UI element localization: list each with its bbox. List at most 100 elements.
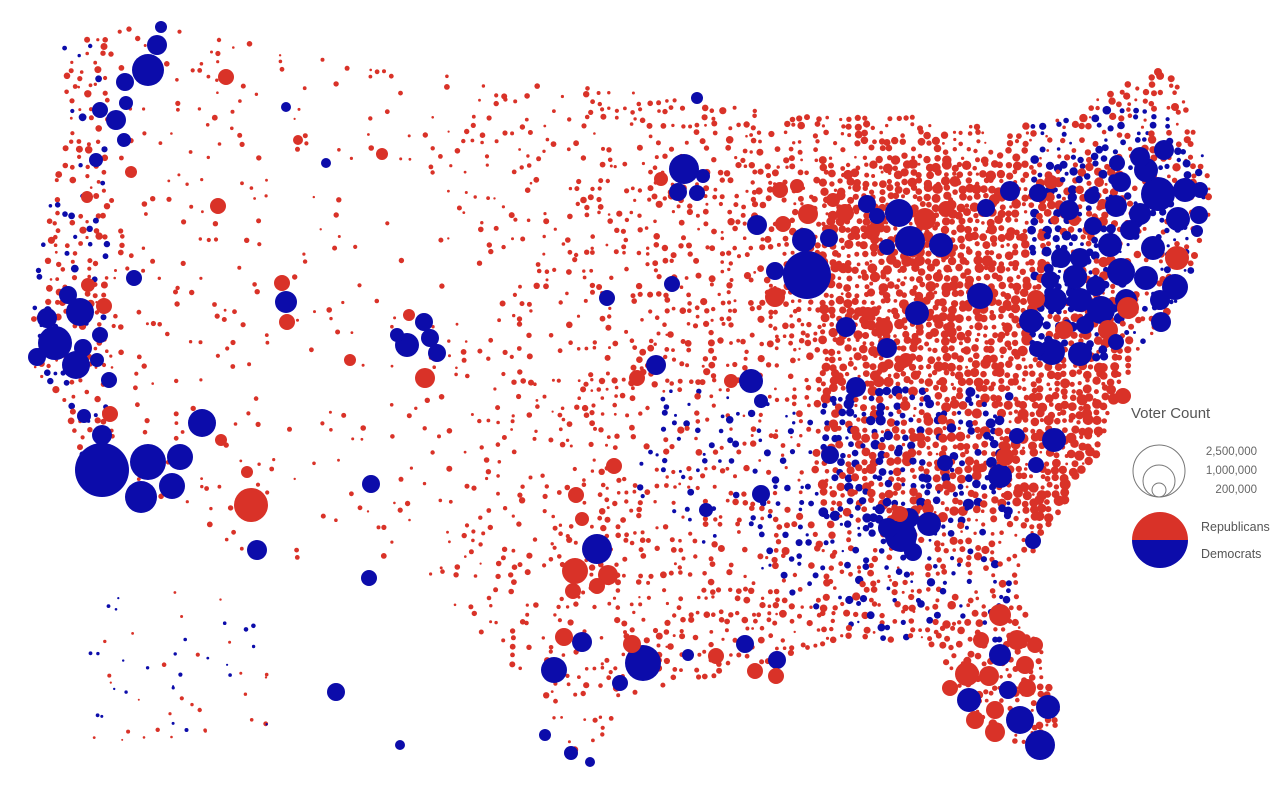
county-bubble-republican [868, 144, 875, 151]
county-bubble-republican [100, 281, 108, 289]
county-bubble-republican [997, 561, 1003, 567]
county-bubble-republican [789, 116, 796, 123]
county-bubble-democrat [687, 488, 695, 496]
county-bubble-republican [662, 322, 667, 328]
county-bubble-republican [599, 161, 606, 168]
county-bubble-republican [934, 319, 944, 329]
county-bubble-republican [861, 433, 871, 443]
county-bubble-republican [655, 200, 663, 208]
county-bubble-republican [1040, 485, 1045, 490]
county-bubble-republican [719, 107, 727, 115]
county-bubble-republican [1094, 441, 1101, 448]
county-bubble-republican [890, 155, 901, 165]
county-bubble-republican [199, 378, 203, 382]
county-bubble-republican [852, 347, 857, 352]
county-bubble-democrat [775, 501, 781, 506]
county-bubble-republican [174, 421, 179, 425]
county-bubble-republican [965, 537, 972, 545]
county-bubble-republican [957, 626, 965, 635]
county-bubble-republican [839, 117, 843, 122]
county-bubble-republican [670, 252, 677, 259]
county-bubble-republican [478, 629, 484, 635]
county-bubble-democrat [1141, 177, 1175, 211]
county-bubble-republican [526, 644, 532, 650]
county-bubble-republican [568, 524, 574, 529]
county-bubble-republican [553, 227, 557, 231]
county-bubble-republican [830, 507, 835, 512]
county-bubble-republican [979, 233, 987, 242]
county-bubble-republican [829, 636, 837, 644]
county-bubble-republican [1028, 441, 1037, 451]
county-bubble-republican [69, 164, 75, 170]
county-bubble-republican [40, 374, 44, 379]
county-bubble-republican [565, 438, 570, 442]
county-bubble-democrat [572, 632, 592, 652]
county-bubble-republican [790, 179, 804, 193]
county-bubble-republican [1093, 426, 1104, 437]
county-bubble-republican [1012, 553, 1018, 559]
county-bubble-democrat [932, 496, 941, 505]
county-bubble-republican [173, 411, 179, 417]
county-bubble-democrat [877, 338, 897, 358]
county-bubble-republican [616, 491, 621, 495]
county-bubble-republican [126, 729, 131, 734]
county-bubble-republican [758, 459, 762, 462]
county-bubble-republican [591, 403, 596, 408]
county-bubble-republican [957, 235, 965, 244]
county-bubble-democrat [265, 723, 268, 726]
county-bubble-democrat [1028, 457, 1044, 473]
county-bubble-republican [1006, 140, 1014, 147]
county-bubble-republican [758, 412, 763, 417]
county-bubble-democrat [848, 441, 854, 448]
county-bubble-republican [584, 249, 590, 255]
county-bubble-republican [693, 257, 700, 264]
county-bubble-democrat [1087, 296, 1115, 324]
county-bubble-republican [566, 682, 571, 687]
county-bubble-republican [1092, 399, 1102, 409]
county-bubble-republican [750, 440, 757, 447]
county-bubble-republican [892, 506, 908, 522]
county-bubble-democrat [754, 394, 768, 408]
county-bubble-republican [773, 309, 778, 315]
county-bubble-republican [901, 194, 905, 199]
county-bubble-republican [572, 466, 577, 472]
county-bubble-republican [598, 715, 603, 719]
county-bubble-republican [957, 426, 961, 430]
county-bubble-republican [915, 337, 922, 344]
county-bubble-republican [836, 425, 842, 431]
county-bubble-republican [576, 347, 581, 351]
county-bubble-republican [1157, 89, 1164, 96]
county-bubble-republican [938, 312, 948, 322]
county-bubble-republican [853, 397, 859, 403]
county-bubble-democrat [712, 534, 717, 538]
county-bubble-republican [670, 547, 677, 553]
county-bubble-republican [1060, 388, 1068, 396]
county-bubble-republican [840, 292, 844, 296]
county-bubble-republican [1005, 216, 1012, 223]
county-bubble-republican [615, 524, 621, 530]
county-bubble-republican [941, 402, 952, 413]
county-bubble-democrat [766, 262, 784, 280]
county-bubble-republican [590, 469, 595, 473]
county-bubble-democrat [895, 568, 903, 575]
county-bubble-republican [688, 476, 693, 481]
county-bubble-republican [664, 347, 670, 352]
county-bubble-republican [1127, 113, 1133, 118]
county-bubble-republican [518, 497, 526, 504]
county-bubble-republican [908, 633, 914, 639]
county-bubble-republican [972, 470, 982, 481]
county-bubble-republican [542, 493, 548, 499]
county-bubble-republican [828, 578, 834, 585]
county-bubble-republican [956, 224, 965, 233]
county-bubble-republican [1036, 683, 1044, 691]
county-bubble-republican [1006, 276, 1014, 283]
county-bubble-democrat [882, 386, 891, 396]
county-bubble-republican [133, 385, 138, 391]
county-bubble-democrat [612, 675, 628, 691]
county-bubble-republican [552, 716, 556, 720]
county-bubble-democrat [1029, 184, 1047, 202]
county-bubble-republican [935, 401, 941, 406]
county-bubble-democrat [321, 158, 331, 168]
county-bubble-republican [854, 130, 863, 139]
county-bubble-democrat [1104, 138, 1108, 142]
